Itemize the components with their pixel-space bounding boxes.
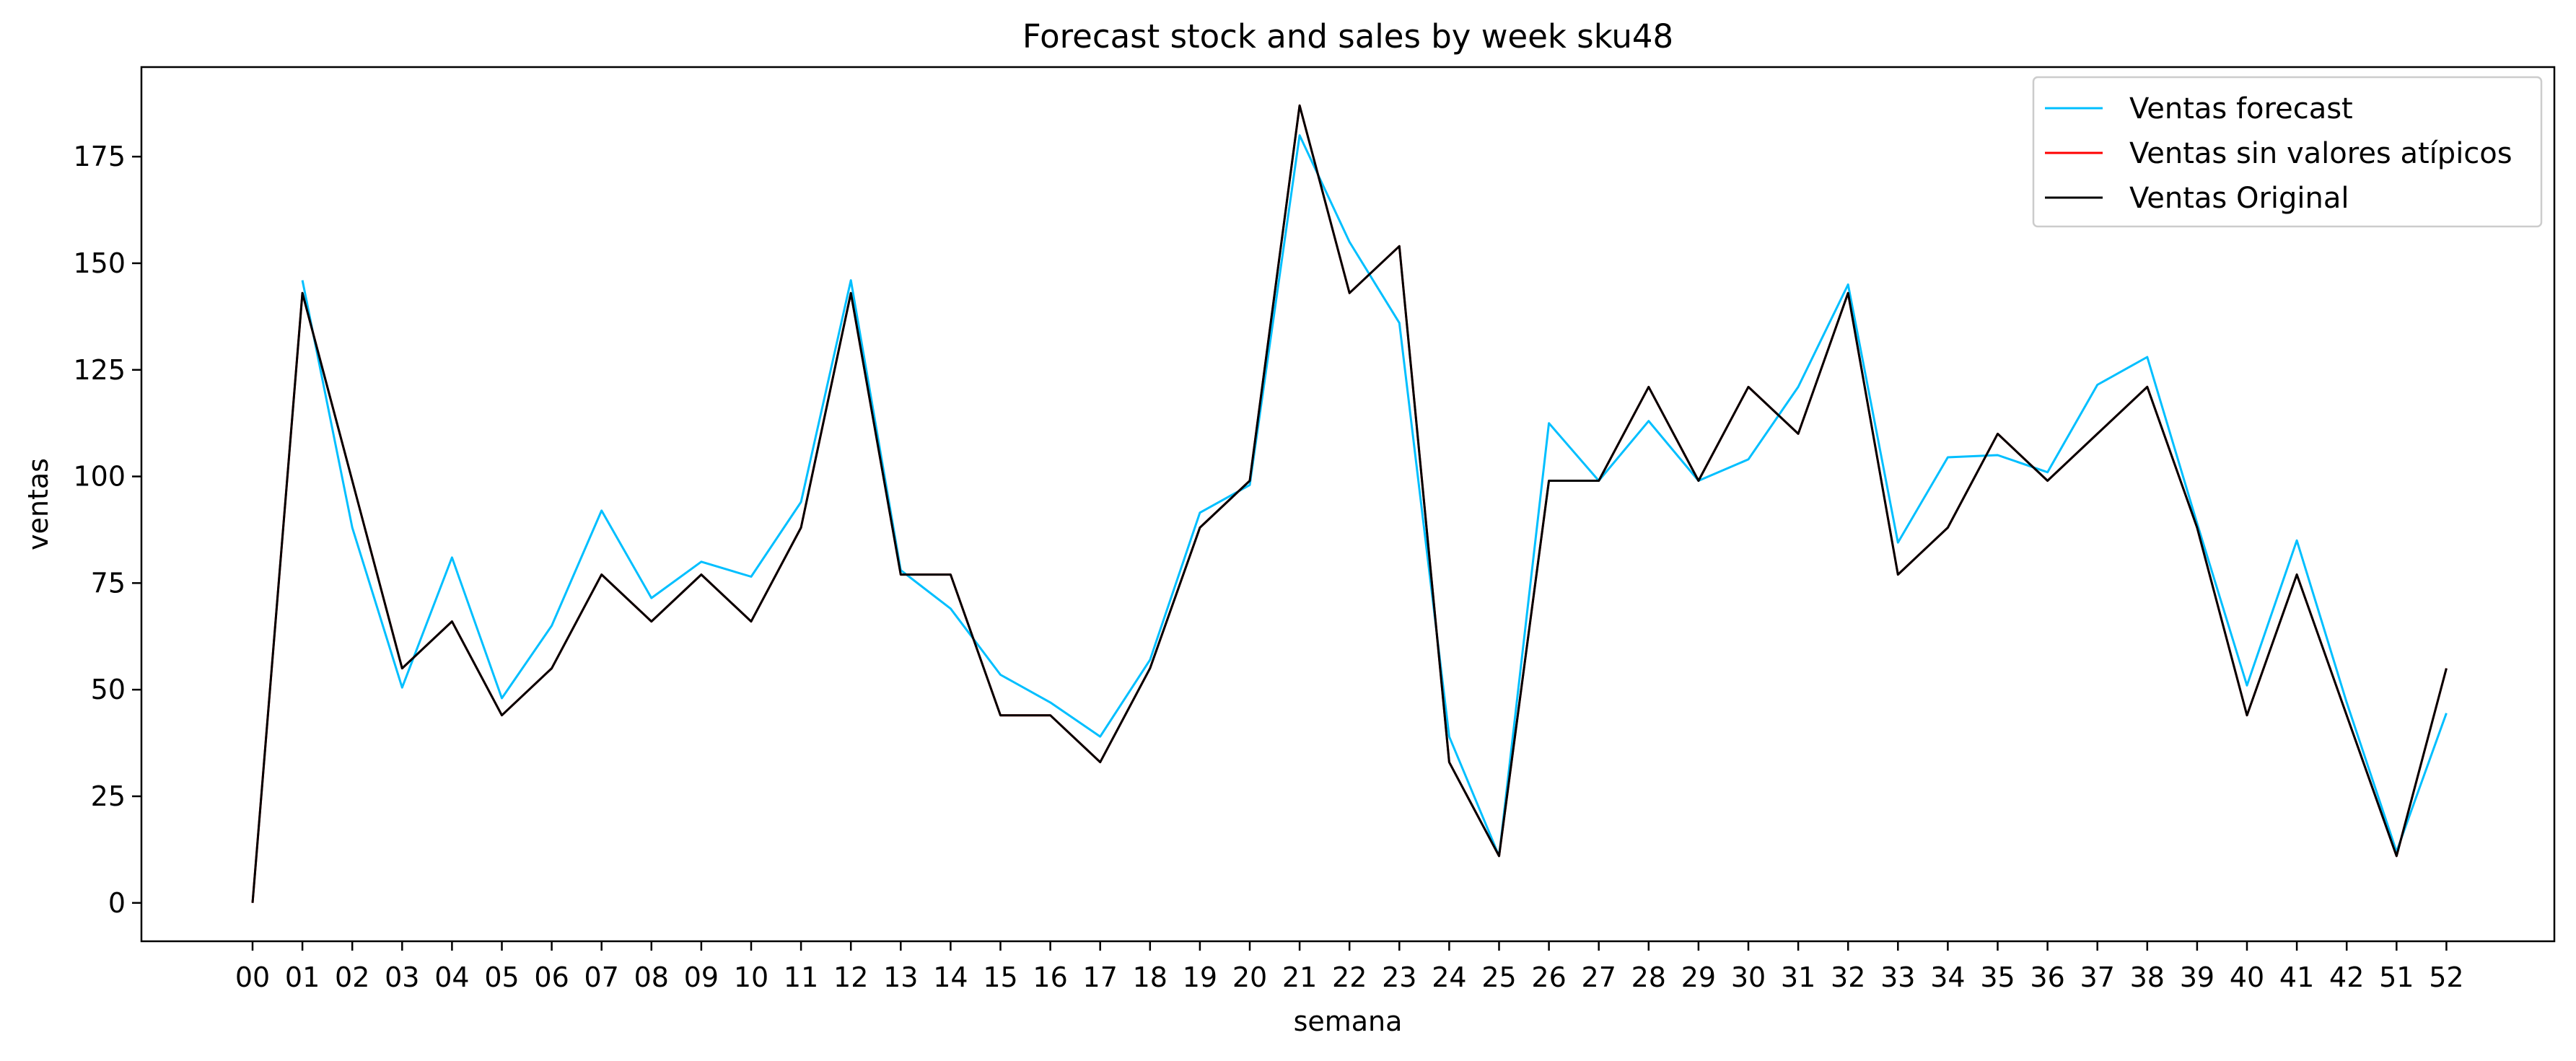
x-tick-label: 05: [484, 961, 519, 993]
x-tick-label: 12: [833, 961, 868, 993]
legend-label-original: Ventas Original: [2129, 182, 2349, 215]
x-tick-label: 32: [1831, 961, 1865, 993]
x-axis-label: semana: [1294, 1005, 1403, 1037]
legend-label-sin-atipicos: Ventas sin valores atípicos: [2129, 137, 2513, 170]
x-tick-label: 27: [1582, 961, 1616, 993]
y-tick-label: 150: [73, 247, 126, 279]
x-tick-label: 01: [285, 961, 320, 993]
x-tick-label: 28: [1631, 961, 1666, 993]
x-tick-label: 33: [1880, 961, 1915, 993]
x-tick-label: 38: [2130, 961, 2165, 993]
y-tick-label: 75: [91, 567, 126, 599]
y-tick-label: 0: [108, 887, 126, 919]
x-tick-label: 10: [734, 961, 768, 993]
x-axis-ticks: 00 01 02 03 04 05 06 07 08 09 10 11 12 13 14 15 16 17 18 19…: [235, 941, 2464, 993]
x-tick-label: 09: [684, 961, 719, 993]
series-line-forecast: [301, 134, 2448, 858]
x-tick-label: 30: [1731, 961, 1766, 993]
x-tick-label: 18: [1133, 961, 1167, 993]
x-tick-label: 02: [335, 961, 369, 993]
y-tick-label: 175: [73, 141, 126, 172]
x-tick-label: 16: [1033, 961, 1067, 993]
x-tick-label: 08: [634, 961, 669, 993]
x-tick-label: 39: [2180, 961, 2214, 993]
x-tick-label: 34: [1930, 961, 1965, 993]
x-tick-label: 23: [1382, 961, 1416, 993]
chart-title: Forecast stock and sales by week sku48: [1022, 17, 1673, 56]
y-tick-label: 125: [73, 354, 126, 386]
y-tick-label: 25: [91, 780, 126, 812]
legend-label-forecast: Ventas forecast: [2129, 92, 2353, 126]
y-tick-label: 100: [73, 461, 126, 493]
y-axis-label: ventas: [22, 458, 54, 550]
x-tick-label: 26: [1531, 961, 1566, 993]
x-tick-label: 00: [235, 961, 270, 993]
y-tick-label: 50: [91, 674, 126, 705]
x-tick-label: 04: [434, 961, 469, 993]
y-axis-ticks: 0 25 50 75 100 125 150 175: [73, 141, 141, 919]
legend-box: [2032, 76, 2543, 228]
x-tick-label: 06: [534, 961, 569, 993]
plot-frame: [140, 66, 2556, 943]
x-tick-label: 17: [1083, 961, 1118, 993]
x-tick-label: 24: [1432, 961, 1466, 993]
x-tick-label: 25: [1481, 961, 1516, 993]
x-tick-label: 35: [1980, 961, 2015, 993]
x-tick-label: 37: [2080, 961, 2115, 993]
x-tick-label: 22: [1332, 961, 1367, 993]
x-tick-label: 03: [385, 961, 419, 993]
x-tick-label: 41: [2279, 961, 2314, 993]
x-tick-label: 36: [2030, 961, 2064, 993]
series-lines: [251, 104, 2448, 903]
x-tick-label: 20: [1232, 961, 1267, 993]
legend: Ventas forecast Ventas sin valores atípi…: [2032, 76, 2543, 228]
x-tick-label: 15: [983, 961, 1017, 993]
x-tick-label: 51: [2379, 961, 2414, 993]
x-tick-label: 13: [883, 961, 918, 993]
x-tick-label: 29: [1681, 961, 1716, 993]
x-tick-label: 40: [2230, 961, 2264, 993]
x-tick-label: 07: [584, 961, 619, 993]
x-tick-label: 19: [1183, 961, 1217, 993]
x-tick-label: 14: [933, 961, 968, 993]
x-tick-label: 21: [1282, 961, 1317, 993]
x-tick-label: 11: [784, 961, 818, 993]
x-tick-label: 52: [2429, 961, 2463, 993]
series-line-original: [251, 104, 2448, 903]
x-tick-label: 31: [1781, 961, 1815, 993]
x-tick-label: 42: [2329, 961, 2364, 993]
